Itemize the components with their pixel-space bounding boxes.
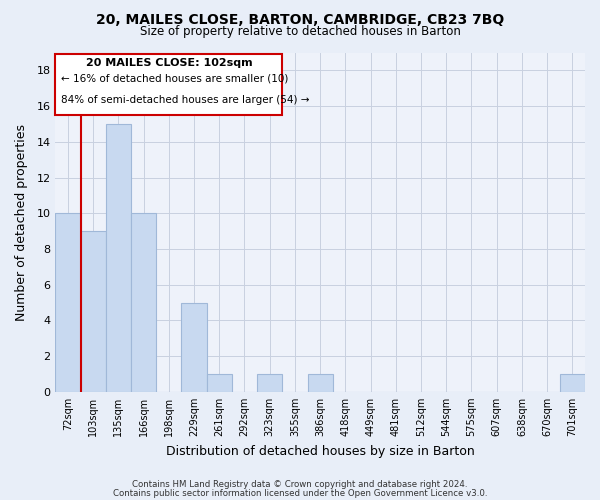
Text: Contains public sector information licensed under the Open Government Licence v3: Contains public sector information licen…	[113, 489, 487, 498]
Bar	[308, 374, 333, 392]
Bar	[560, 374, 585, 392]
Y-axis label: Number of detached properties: Number of detached properties	[15, 124, 28, 320]
Bar	[181, 302, 206, 392]
Bar	[206, 374, 232, 392]
Text: Contains HM Land Registry data © Crown copyright and database right 2024.: Contains HM Land Registry data © Crown c…	[132, 480, 468, 489]
Text: 20 MAILES CLOSE: 102sqm: 20 MAILES CLOSE: 102sqm	[86, 58, 252, 68]
Bar	[257, 374, 283, 392]
Text: 20, MAILES CLOSE, BARTON, CAMBRIDGE, CB23 7BQ: 20, MAILES CLOSE, BARTON, CAMBRIDGE, CB2…	[96, 12, 504, 26]
Bar	[55, 213, 80, 392]
Bar	[106, 124, 131, 392]
Bar	[80, 231, 106, 392]
X-axis label: Distribution of detached houses by size in Barton: Distribution of detached houses by size …	[166, 444, 475, 458]
Text: Size of property relative to detached houses in Barton: Size of property relative to detached ho…	[140, 25, 460, 38]
FancyBboxPatch shape	[55, 54, 283, 115]
Text: 84% of semi-detached houses are larger (54) →: 84% of semi-detached houses are larger (…	[61, 95, 309, 105]
Bar	[131, 213, 156, 392]
Text: ← 16% of detached houses are smaller (10): ← 16% of detached houses are smaller (10…	[61, 74, 288, 84]
